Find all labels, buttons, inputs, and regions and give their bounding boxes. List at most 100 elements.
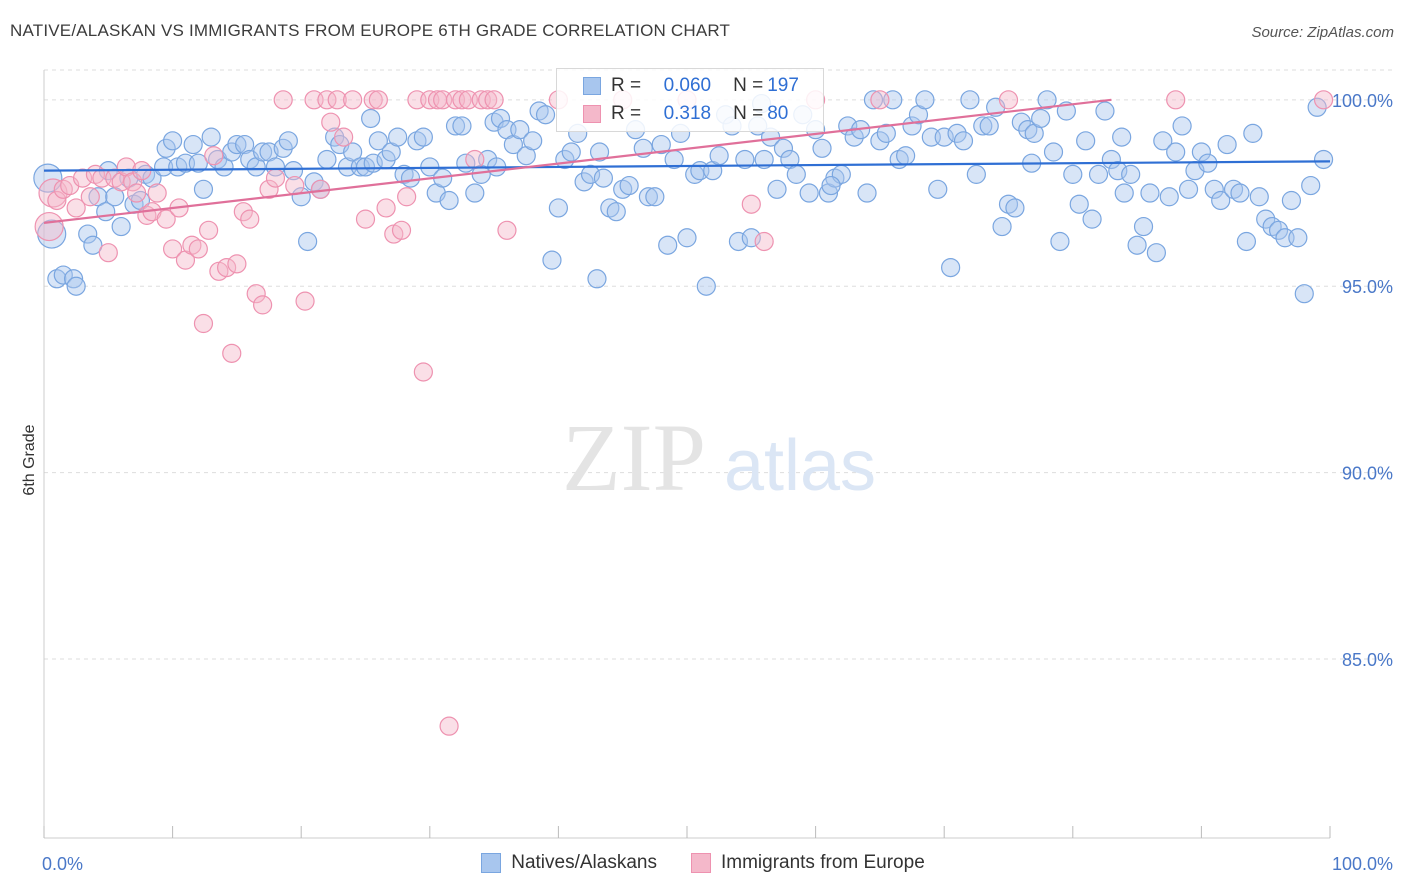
- native-point: [1236, 231, 1257, 252]
- native-point: [1313, 149, 1334, 170]
- native-point: [658, 235, 678, 255]
- native-point: [78, 224, 98, 244]
- native-point: [1121, 164, 1141, 184]
- native-point: [896, 146, 916, 166]
- legend-r-value: 0.060: [663, 75, 712, 96]
- native-point: [156, 138, 176, 158]
- immigrant-point: [259, 179, 279, 199]
- native-point: [542, 250, 562, 270]
- native-point: [953, 131, 974, 151]
- y-tick-label: 95.0%: [1342, 277, 1393, 297]
- immigrant-point: [465, 149, 485, 170]
- immigrant-point: [98, 243, 118, 263]
- native-point: [587, 269, 607, 289]
- native-point: [278, 131, 298, 151]
- legend-item-immigrants[interactable]: Immigrants from Europe: [690, 852, 925, 874]
- immigrant-point: [327, 90, 347, 110]
- immigrant-point: [147, 183, 167, 203]
- native-point: [1088, 164, 1109, 184]
- native-point: [1288, 228, 1308, 248]
- immigrant-point: [439, 716, 459, 736]
- native-point: [870, 131, 890, 151]
- immigrant-point: [34, 211, 64, 242]
- legend-n-value: 80: [767, 103, 789, 124]
- native-point: [1159, 187, 1179, 207]
- native-point: [1133, 216, 1154, 237]
- native-point: [593, 168, 614, 188]
- legend-label-immigrants: Immigrants from Europe: [720, 852, 925, 873]
- axes: [43, 70, 1331, 839]
- y-tick-label: 100.0%: [1332, 91, 1393, 111]
- native-point: [941, 257, 961, 278]
- native-point: [1095, 101, 1115, 121]
- immigrant-point: [222, 343, 242, 363]
- native-point: [523, 131, 543, 151]
- native-point: [63, 269, 84, 289]
- native-point: [709, 146, 729, 166]
- immigrant-point: [227, 254, 247, 274]
- immigrant-point: [363, 90, 383, 110]
- native-point: [1005, 198, 1025, 218]
- immigrant-point: [1313, 90, 1334, 110]
- immigrant-point: [998, 90, 1019, 110]
- trend-lines: [43, 98, 1331, 224]
- native-point: [606, 202, 626, 222]
- native-point: [83, 235, 103, 255]
- legend-n-label: N =: [733, 103, 764, 124]
- immigrant-point: [253, 295, 273, 315]
- immigrant-point: [80, 187, 100, 207]
- native-point: [283, 161, 304, 181]
- native-point: [973, 116, 993, 136]
- immigrant-point: [334, 127, 354, 147]
- native-point: [561, 142, 581, 162]
- native-point: [1191, 142, 1212, 162]
- native-point: [1211, 190, 1231, 211]
- immigrant-point: [368, 90, 388, 110]
- native-point: [1037, 90, 1057, 110]
- native-point: [400, 168, 421, 188]
- native-point: [439, 190, 459, 211]
- native-point: [786, 164, 806, 184]
- immigrant-point: [265, 168, 286, 188]
- watermark: ZIP atlas: [562, 404, 876, 511]
- x-tick-label-min: 0.0%: [42, 854, 83, 874]
- native-point: [1204, 179, 1224, 199]
- immigrant-point: [163, 239, 183, 259]
- native-point: [992, 216, 1012, 237]
- native-point: [1166, 142, 1186, 162]
- native-point: [735, 149, 755, 170]
- legend-item-natives[interactable]: Natives/Alaskans: [481, 852, 657, 874]
- native-point: [677, 228, 697, 248]
- native-point: [510, 120, 530, 140]
- native-point: [799, 183, 819, 203]
- native-point: [1063, 164, 1083, 184]
- native-point: [1050, 231, 1070, 252]
- immigrant-point: [193, 313, 214, 334]
- native-point: [1108, 161, 1128, 181]
- immigrant-point: [484, 90, 504, 110]
- series-legend: Natives/Alaskans Immigrants from Europe: [0, 852, 1406, 874]
- native-point: [966, 164, 986, 184]
- native-point: [445, 116, 466, 136]
- immigrant-point: [38, 178, 68, 208]
- native-point: [465, 183, 485, 203]
- legend-r-label: R =: [611, 103, 642, 124]
- immigrant-point: [199, 220, 219, 240]
- immigrant-point: [870, 90, 890, 110]
- native-point: [1172, 116, 1192, 136]
- native-point: [1230, 183, 1250, 203]
- native-point: [928, 179, 948, 199]
- immigrant-point: [188, 239, 208, 259]
- native-point: [388, 127, 408, 147]
- native-point: [535, 105, 556, 125]
- correlation-legend: R = 0.060 N = 197 R = 0.318 N = 80: [556, 68, 824, 132]
- native-point: [201, 127, 221, 147]
- immigrant-point: [1166, 90, 1186, 110]
- immigrant-point: [376, 198, 396, 218]
- immigrant-point: [355, 209, 376, 229]
- native-point: [183, 134, 203, 155]
- native-point: [361, 108, 381, 129]
- source-label: Source: ZipAtlas.com: [1251, 24, 1394, 41]
- native-point: [979, 116, 999, 136]
- legend-n-value: 197: [767, 75, 799, 96]
